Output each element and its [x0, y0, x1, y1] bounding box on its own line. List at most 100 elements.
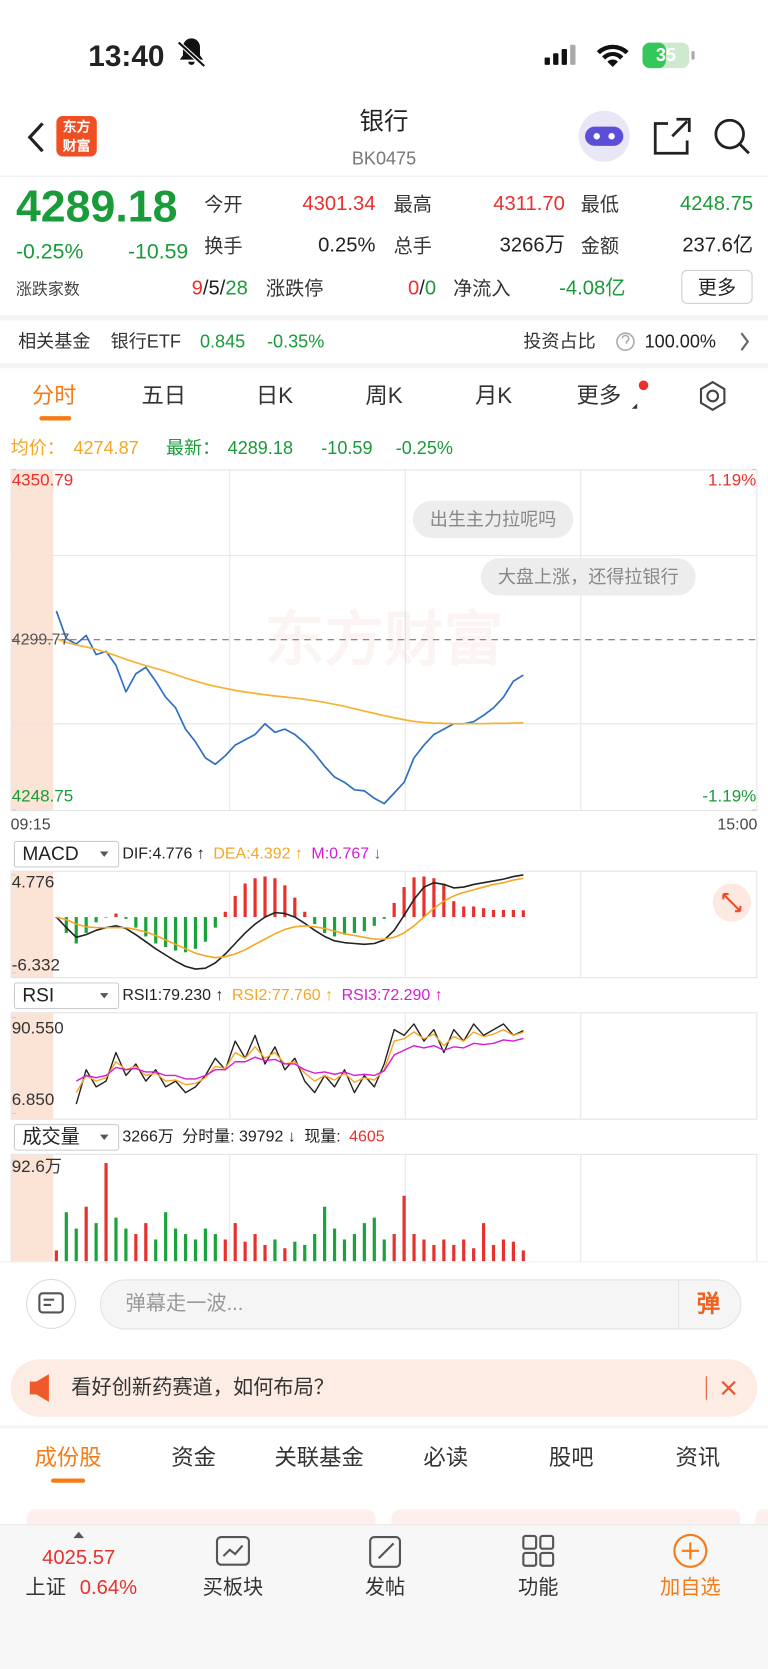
section-tab[interactable]: 关联基金: [274, 1446, 364, 1471]
label: 0: [424, 277, 437, 300]
code: BK0475: [351, 148, 417, 169]
section-tab[interactable]: 成份股: [34, 1446, 102, 1471]
volume-bar: [432, 1244, 436, 1262]
macd-bar: [332, 917, 337, 937]
macd-bar: [84, 917, 88, 933]
y2-tick-label: 1.19%: [708, 471, 757, 490]
tab[interactable]: 更多: [576, 383, 622, 409]
nav-item[interactable]: 买板块: [202, 1576, 264, 1600]
breadth: 9/5/28: [192, 278, 248, 298]
banner-text[interactable]: 看好创新药赛道，如何布局？: [71, 1376, 335, 1400]
section-tab[interactable]: 必读: [423, 1446, 469, 1471]
share-icon[interactable]: [653, 117, 691, 155]
volume-bar: [342, 1239, 347, 1262]
tab[interactable]: 月K: [474, 383, 513, 409]
volume-bar: [183, 1234, 188, 1262]
label: M:0.767 ↓: [311, 844, 382, 863]
indicator-selector[interactable]: RSI: [22, 984, 55, 1006]
nav-item[interactable]: 功能: [518, 1576, 559, 1600]
volume-bar: [412, 1234, 416, 1262]
expand-icon[interactable]: [712, 883, 751, 922]
indicator-selector[interactable]: MACD: [22, 843, 79, 865]
macd-bar: [481, 908, 486, 918]
chevron[interactable]: [740, 332, 750, 351]
search-icon[interactable]: [714, 118, 750, 155]
section-tab[interactable]: 资讯: [675, 1446, 721, 1471]
y-tick-label: 92.6万: [11, 1158, 62, 1177]
volume-bar: [313, 1234, 317, 1262]
volume-bar: [223, 1239, 227, 1262]
volume-bar: [283, 1248, 287, 1262]
stat-value: 0.25%: [318, 234, 376, 258]
fund-pct: -0.35%: [266, 331, 325, 352]
tab[interactable]: 日K: [255, 383, 294, 409]
panel-frames: [10, 469, 758, 1272]
series-line: [75, 1037, 524, 1082]
more-button[interactable]: 更多: [697, 276, 737, 299]
series-line: [55, 610, 524, 805]
macd-bar: [213, 917, 217, 928]
stat-value: 3266万: [499, 234, 565, 258]
volume-bar: [64, 1212, 68, 1262]
volume-bar: [293, 1241, 297, 1262]
volume-bar: [104, 1163, 108, 1262]
volume-bar: [372, 1217, 376, 1262]
stat-label: 换手: [204, 235, 243, 257]
volume-bar: [332, 1228, 337, 1262]
volume-bar: [124, 1228, 128, 1262]
y-tick-label: 4299.77: [11, 630, 70, 649]
series-line: [75, 1028, 524, 1093]
label: 分时量: 39792 ↓: [182, 1127, 296, 1146]
avg: 4274.87: [73, 438, 139, 459]
macd-bar: [452, 901, 456, 918]
clock: 13:40: [88, 39, 165, 73]
legend: 3266万 分时量: 39792 ↓ 现量: 4605: [122, 1129, 384, 1145]
price: 4289.18: [15, 180, 178, 231]
danmaku-button[interactable]: 弹: [696, 1290, 721, 1317]
comment-placeholder[interactable]: 弹幕走一波...: [125, 1292, 244, 1316]
nav-item[interactable]: 发帖: [364, 1576, 406, 1600]
macd-bar: [64, 917, 68, 933]
nav-item[interactable]: 加自选: [660, 1576, 721, 1600]
tab[interactable]: 周K: [365, 383, 403, 409]
volume-bar: [501, 1239, 506, 1262]
latest: 4289.18: [227, 438, 294, 459]
macd-bar: [521, 910, 525, 918]
indicator-selector[interactable]: 成交量: [22, 1126, 80, 1148]
robot-avatar[interactable]: [578, 110, 630, 162]
label: 3266万: [122, 1127, 174, 1146]
stat-label: 最低: [580, 193, 620, 216]
y-tick-label: 90.550: [11, 1019, 64, 1038]
section-tab[interactable]: 资金: [171, 1446, 216, 1471]
label: 0: [408, 277, 420, 300]
more-button[interactable]: [681, 269, 753, 304]
series-line: [75, 1023, 524, 1105]
selector-boxes[interactable]: [13, 840, 120, 1151]
volume-bar: [203, 1228, 207, 1262]
volume-bar: [174, 1228, 178, 1262]
tab-underline: [39, 416, 72, 421]
tab[interactable]: 分时: [31, 383, 77, 409]
macd-bar: [223, 911, 227, 918]
volume-bar: [442, 1239, 446, 1262]
latest-change: -10.59: [321, 438, 373, 459]
label: 4605: [349, 1127, 385, 1146]
settings-icon[interactable]: [699, 380, 726, 412]
battery: 35: [655, 45, 676, 66]
y-tick-label: 6.850: [11, 1091, 55, 1110]
change: -10.59: [127, 240, 189, 264]
stat-label: 涨跌家数: [15, 280, 80, 299]
logo-bg: [56, 116, 97, 157]
back-icon[interactable]: [27, 122, 44, 153]
macd-bar: [432, 878, 436, 918]
macd-bar: [183, 917, 188, 953]
index-value[interactable]: 4025.57: [42, 1547, 116, 1570]
section-tab[interactable]: 股吧: [548, 1446, 594, 1471]
macd-bar: [124, 917, 128, 919]
bottom-panel: [0, 1261, 768, 1669]
latest-pct: -0.25%: [395, 438, 454, 459]
tab[interactable]: 五日: [141, 383, 187, 409]
macd-bar: [154, 917, 158, 944]
macd-bar: [283, 885, 287, 918]
volume-bar: [392, 1234, 396, 1262]
